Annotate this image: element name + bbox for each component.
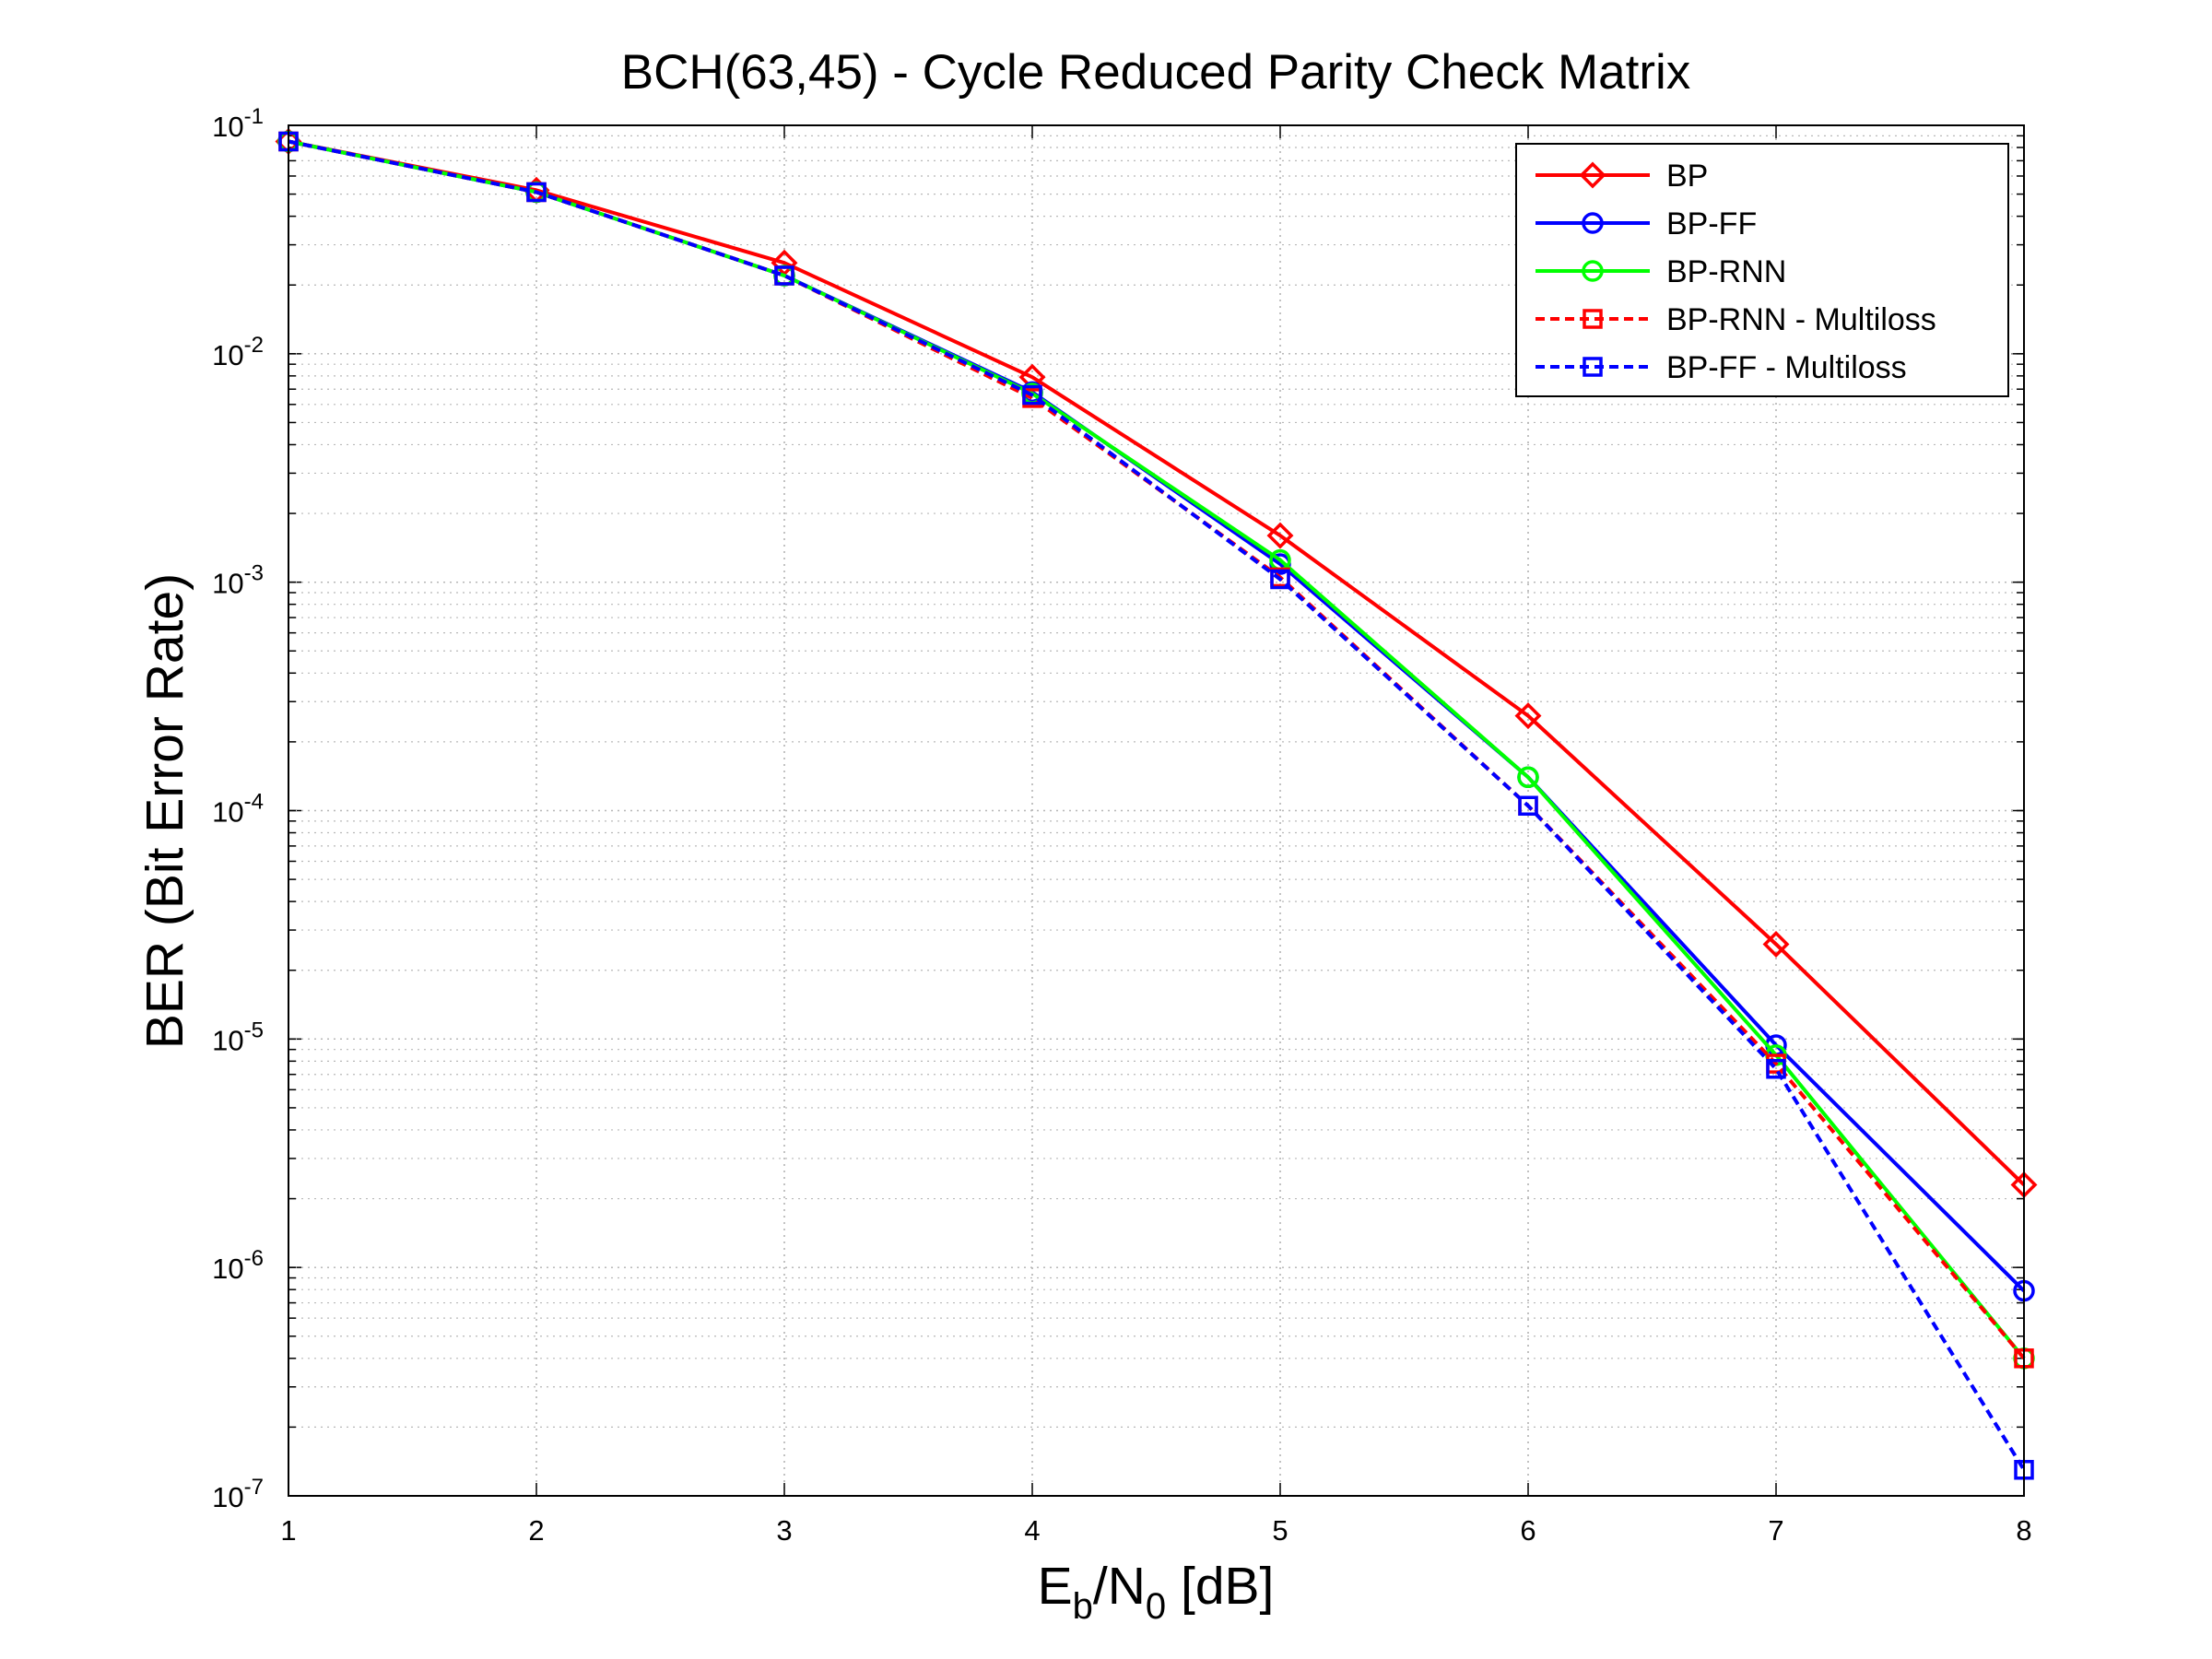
data-point — [1270, 569, 1290, 590]
y-tick-label: 10-3 — [212, 561, 264, 600]
y-tick-label: 10-6 — [212, 1246, 264, 1285]
data-point — [1517, 766, 1539, 789]
x-tick-label: 1 — [280, 1514, 296, 1547]
legend-marker — [1582, 260, 1604, 282]
series-line — [288, 139, 2026, 1186]
legend-entry: BP-RNN - Multiloss — [1535, 302, 1936, 337]
data-point — [1518, 795, 1538, 816]
y-axis-label: BER (Bit Error Rate) — [135, 573, 194, 1049]
x-tick-label: 8 — [2016, 1514, 2031, 1547]
x-axis-label: Eb/N0 [dB] — [1038, 1557, 1275, 1627]
x-tick-label: 5 — [1272, 1514, 1288, 1547]
legend-label: BP-RNN — [1666, 254, 1786, 289]
legend-label: BP-FF - Multiloss — [1666, 350, 1907, 385]
series-layer — [275, 128, 2038, 1480]
x-tick-label: 2 — [528, 1514, 544, 1547]
legend-marker — [1583, 357, 1603, 377]
plot-frame — [288, 124, 2025, 1497]
x-tick-label: 6 — [1520, 1514, 1535, 1547]
x-tick-label: 3 — [776, 1514, 792, 1547]
y-tick-label: 10-4 — [212, 790, 264, 829]
y-tick-label: 10-5 — [212, 1018, 264, 1056]
series-line — [288, 139, 2026, 1471]
x-tick-label: 7 — [1768, 1514, 1783, 1547]
y-tick-label: 10-2 — [212, 333, 264, 371]
legend-label: BP — [1666, 159, 1708, 194]
data-point — [1766, 1058, 1786, 1079]
legend-entry: BP-FF — [1535, 206, 1757, 241]
data-point — [774, 265, 794, 286]
legend-entry: BP-RNN — [1535, 254, 1786, 289]
legend-marker — [1579, 161, 1606, 189]
y-tick-label: 10-7 — [212, 1475, 264, 1513]
legend: BP BP-FF BP-RNN BP-RNN - Multiloss BP-FF - M… — [1515, 143, 2009, 397]
legend-entry: BP — [1535, 159, 1708, 194]
y-tick-label: 10-1 — [212, 104, 264, 143]
data-point — [1266, 522, 1294, 549]
tick-labels: 1 2 3 4 5 6 7 8 10-1 10-2 10-3 10-4 10-5 10-6 10-7 — [212, 104, 2031, 1547]
legend-entry: BP-FF - Multiloss — [1535, 350, 1907, 385]
data-point — [1022, 384, 1042, 406]
legend-marker — [1582, 212, 1604, 234]
data-point — [1514, 702, 1542, 730]
data-point — [1762, 931, 1790, 958]
legend-label: BP-RNN - Multiloss — [1666, 302, 1936, 337]
legend-label: BP-FF — [1666, 206, 1757, 241]
chart-title: BCH(63,45) - Cycle Reduced Parity Check … — [621, 45, 1691, 100]
x-tick-label: 4 — [1024, 1514, 1040, 1547]
legend-marker — [1583, 309, 1603, 329]
data-point — [526, 182, 547, 203]
